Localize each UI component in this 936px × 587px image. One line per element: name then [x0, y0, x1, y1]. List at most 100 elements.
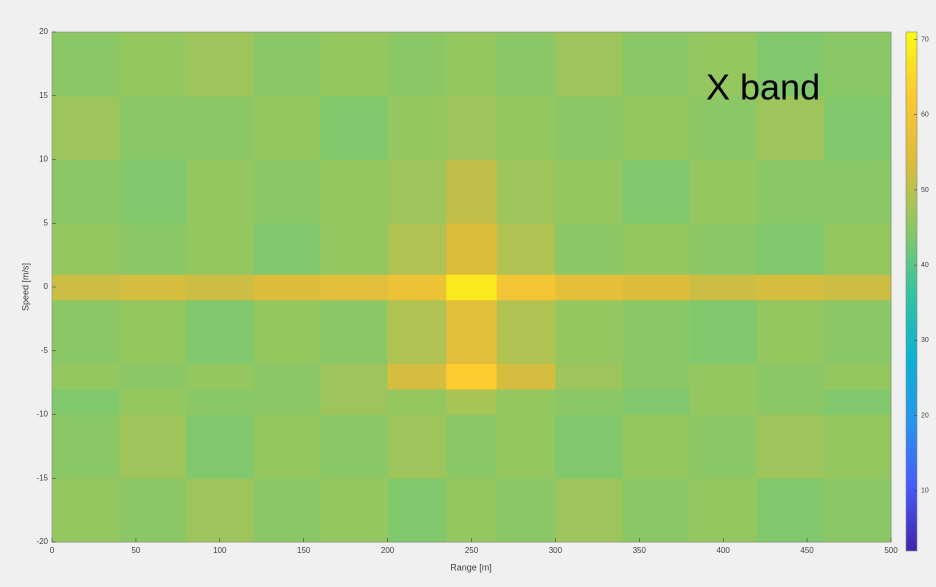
y-tick-label: 10 [39, 155, 48, 164]
x-tick-label: 50 [131, 546, 140, 555]
x-tick-label: 500 [884, 546, 898, 555]
heatmap-cell [320, 300, 388, 364]
heatmap-cell [253, 223, 321, 275]
heatmap-cell [623, 389, 691, 415]
heatmap-cell [824, 415, 892, 479]
heatmap-cell [52, 160, 120, 224]
heatmap-cell [253, 300, 321, 364]
y-tick-label: -15 [36, 473, 48, 482]
heatmap-cell [388, 300, 447, 364]
heatmap-cell [497, 223, 556, 275]
heatmap-cell [446, 223, 497, 275]
heatmap-cell [497, 160, 556, 224]
heatmap-cell [320, 389, 388, 415]
heatmap-cell [52, 415, 120, 479]
x-tick-label: 350 [633, 546, 647, 555]
heatmap-cell [446, 389, 497, 415]
colorbar-tick-label: 40 [921, 262, 929, 269]
x-tick-label: 100 [213, 546, 227, 555]
heatmap-cell [119, 32, 187, 96]
heatmap-cell [119, 160, 187, 224]
heatmap-cell [320, 96, 388, 160]
heatmap-cell [690, 389, 758, 415]
heatmap-cell [555, 223, 623, 275]
heatmap-cell [253, 478, 321, 542]
heatmap-cell [623, 160, 691, 224]
heatmap-cell [757, 478, 825, 542]
heatmap-cell [388, 389, 447, 415]
heatmap-cell [757, 415, 825, 479]
heatmap-cell [497, 415, 556, 479]
colorbar-tick-label: 50 [921, 187, 929, 194]
heatmap-cell [52, 364, 120, 390]
y-tick-label: 5 [44, 218, 49, 227]
heatmap-cell [186, 478, 254, 542]
heatmap-cell [623, 364, 691, 390]
heatmap-cell [119, 415, 187, 479]
heatmap-cell [497, 389, 556, 415]
heatmap-cell [824, 160, 892, 224]
heatmap-cell [555, 160, 623, 224]
y-tick-label: 0 [44, 282, 49, 291]
heatmap-cell [555, 389, 623, 415]
y-axis-label: Speed [m/s] [20, 263, 30, 311]
heatmap-cell [253, 274, 321, 300]
y-tick-label: 20 [39, 27, 48, 36]
x-tick-label: 200 [381, 546, 395, 555]
heatmap-cell [52, 274, 120, 300]
heatmap-cell [623, 415, 691, 479]
heatmap-cell [623, 223, 691, 275]
annotation: X band [706, 67, 820, 108]
heatmap-cell [186, 160, 254, 224]
heatmap-cell [623, 300, 691, 364]
heatmap-cell [446, 160, 497, 224]
heatmap-cell [186, 32, 254, 96]
heatmap-cell [388, 478, 447, 542]
heatmap-cell [824, 274, 892, 300]
heatmap-cell [690, 160, 758, 224]
heatmap-cell [253, 389, 321, 415]
heatmap-cell [446, 274, 497, 300]
heatmap-cell [690, 300, 758, 364]
chart: Range [m] Speed [m/s] 050100150200250300… [0, 0, 936, 587]
heatmap-cell [119, 223, 187, 275]
heatmap-cell [690, 415, 758, 479]
heatmap-cell [388, 160, 447, 224]
heatmap-cell [623, 274, 691, 300]
y-tick-label: 15 [39, 91, 48, 100]
heatmap-cell [555, 274, 623, 300]
heatmap-cell [446, 478, 497, 542]
y-tick-label: -5 [41, 346, 49, 355]
heatmap-cell [824, 478, 892, 542]
heatmap-cell [555, 96, 623, 160]
x-tick-label: 400 [717, 546, 731, 555]
heatmap-cell [52, 223, 120, 275]
heatmap-cell [555, 300, 623, 364]
heatmap-cell [690, 364, 758, 390]
heatmap-cell [623, 96, 691, 160]
heatmap-cell [757, 223, 825, 275]
heatmap-cell [757, 389, 825, 415]
heatmap-cell [320, 32, 388, 96]
heatmap-cell [52, 32, 120, 96]
heatmap-cell [186, 364, 254, 390]
heatmap-cell [824, 389, 892, 415]
heatmap-cell [757, 274, 825, 300]
heatmap-cell [690, 478, 758, 542]
heatmap-cell [497, 364, 556, 390]
heatmap-cell [555, 32, 623, 96]
heatmap-cell [119, 274, 187, 300]
heatmap-cell [824, 32, 892, 96]
heatmap-cell [446, 32, 497, 96]
x-tick-label: 250 [465, 546, 479, 555]
heatmap-cell [757, 300, 825, 364]
colorbar-tick-label: 70 [921, 36, 929, 43]
heatmap-cell [690, 274, 758, 300]
heatmap-cell [186, 300, 254, 364]
heatmap-cell [757, 364, 825, 390]
heatmap-cell [119, 96, 187, 160]
heatmap-cell [388, 274, 447, 300]
y-tick-label: -10 [36, 410, 48, 419]
heatmap-cell [555, 364, 623, 390]
heatmap-cell [388, 364, 447, 390]
